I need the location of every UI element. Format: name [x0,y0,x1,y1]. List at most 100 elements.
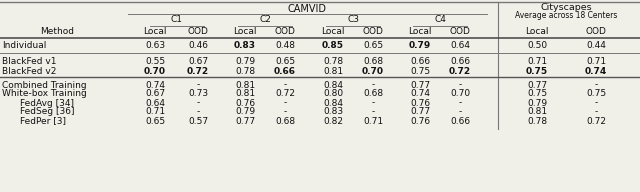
Text: Local: Local [143,26,167,36]
Text: Combined Training: Combined Training [2,80,86,89]
Text: White-box Training: White-box Training [2,89,87,98]
Text: 0.67: 0.67 [145,89,165,98]
Text: 0.72: 0.72 [187,66,209,75]
Text: BlackFed v1: BlackFed v1 [2,56,56,65]
Text: 0.46: 0.46 [188,41,208,50]
Text: OOD: OOD [586,26,607,36]
Text: Average across 18 Centers: Average across 18 Centers [515,12,618,21]
Text: 0.70: 0.70 [450,89,470,98]
Text: 0.44: 0.44 [586,41,606,50]
Text: 0.79: 0.79 [527,98,547,108]
Text: 0.63: 0.63 [145,41,165,50]
Text: 0.74: 0.74 [410,89,430,98]
Text: -: - [595,108,598,117]
Text: CAMVID: CAMVID [288,4,327,14]
Text: 0.78: 0.78 [323,56,343,65]
Text: 0.81: 0.81 [323,66,343,75]
Text: -: - [458,98,461,108]
Text: 0.72: 0.72 [449,66,471,75]
Text: 0.82: 0.82 [323,117,343,126]
Text: 0.55: 0.55 [145,56,165,65]
Text: Local: Local [233,26,257,36]
Text: 0.73: 0.73 [188,89,208,98]
Text: 0.66: 0.66 [450,56,470,65]
Text: C1: C1 [170,16,182,25]
Text: Local: Local [408,26,432,36]
Text: 0.81: 0.81 [527,108,547,117]
Text: 0.72: 0.72 [586,117,606,126]
Text: 0.75: 0.75 [526,66,548,75]
Text: 0.66: 0.66 [450,117,470,126]
Text: 0.75: 0.75 [410,66,430,75]
Text: -: - [371,80,374,89]
Text: 0.80: 0.80 [323,89,343,98]
Text: 0.83: 0.83 [234,41,256,50]
Text: 0.71: 0.71 [586,56,606,65]
Text: 0.78: 0.78 [235,66,255,75]
Text: 0.75: 0.75 [527,89,547,98]
Text: 0.79: 0.79 [409,41,431,50]
Text: Cityscapes: Cityscapes [541,2,592,12]
Text: 0.66: 0.66 [274,66,296,75]
Text: 0.64: 0.64 [450,41,470,50]
Text: 0.76: 0.76 [410,98,430,108]
Text: 0.71: 0.71 [363,117,383,126]
Text: 0.57: 0.57 [188,117,208,126]
Text: FedAvg [34]: FedAvg [34] [20,98,74,108]
Text: Individual: Individual [2,41,46,50]
Text: 0.81: 0.81 [235,80,255,89]
Text: OOD: OOD [188,26,209,36]
Text: 0.77: 0.77 [410,80,430,89]
Text: FedSeg [36]: FedSeg [36] [20,108,74,117]
Text: -: - [284,80,287,89]
Text: 0.76: 0.76 [410,117,430,126]
Text: 0.84: 0.84 [323,80,343,89]
Text: 0.71: 0.71 [145,108,165,117]
Text: 0.79: 0.79 [235,108,255,117]
Text: Local: Local [321,26,345,36]
Text: -: - [196,108,200,117]
Text: 0.77: 0.77 [527,80,547,89]
Text: 0.48: 0.48 [275,41,295,50]
Text: 0.64: 0.64 [145,98,165,108]
Text: 0.68: 0.68 [363,56,383,65]
Text: -: - [371,98,374,108]
Text: C2: C2 [259,16,271,25]
Text: 0.78: 0.78 [527,117,547,126]
Text: 0.79: 0.79 [235,56,255,65]
Text: 0.50: 0.50 [527,41,547,50]
Text: 0.65: 0.65 [145,117,165,126]
Text: 0.75: 0.75 [586,89,606,98]
Text: 0.77: 0.77 [410,108,430,117]
Text: 0.77: 0.77 [235,117,255,126]
Text: 0.81: 0.81 [235,89,255,98]
Text: 0.67: 0.67 [188,56,208,65]
Text: -: - [196,80,200,89]
Text: -: - [458,108,461,117]
Text: 0.65: 0.65 [275,56,295,65]
Text: OOD: OOD [449,26,470,36]
Text: 0.70: 0.70 [144,66,166,75]
Text: -: - [595,80,598,89]
Text: 0.74: 0.74 [145,80,165,89]
Text: OOD: OOD [363,26,383,36]
Text: Local: Local [525,26,548,36]
Text: 0.85: 0.85 [322,41,344,50]
Text: 0.76: 0.76 [235,98,255,108]
Text: 0.66: 0.66 [410,56,430,65]
Text: C4: C4 [434,16,446,25]
Text: 0.65: 0.65 [363,41,383,50]
Text: 0.74: 0.74 [585,66,607,75]
Text: Method: Method [40,26,74,36]
Text: BlackFed v2: BlackFed v2 [2,66,56,75]
Text: 0.71: 0.71 [527,56,547,65]
Text: FedPer [3]: FedPer [3] [20,117,66,126]
Text: 0.68: 0.68 [363,89,383,98]
Text: C3: C3 [347,16,359,25]
Text: -: - [284,98,287,108]
Text: -: - [196,98,200,108]
Text: -: - [371,108,374,117]
Text: 0.83: 0.83 [323,108,343,117]
Text: OOD: OOD [275,26,296,36]
Text: -: - [595,98,598,108]
